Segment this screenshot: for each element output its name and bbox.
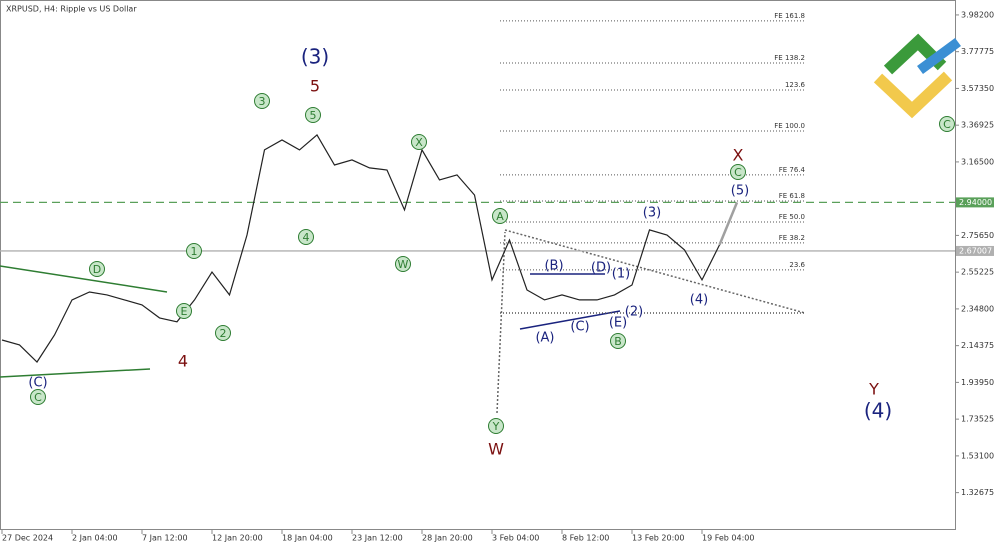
wave-label: X — [733, 146, 744, 165]
wave-label: C — [734, 166, 742, 179]
wave-label: (C) — [570, 320, 589, 335]
wave-label: X — [415, 136, 423, 149]
y-tick-label: 2.14375 — [961, 341, 994, 350]
wave-circle — [492, 208, 508, 224]
wave-label: (C) — [28, 376, 47, 391]
fib-label: FE 138.2 — [774, 54, 805, 62]
wave-label: E — [181, 305, 188, 318]
y-tick-label: 2.75650 — [961, 231, 994, 240]
fib-label: FE 100.0 — [774, 122, 805, 130]
price-tag — [956, 245, 994, 256]
x-tick-label: 12 Jan 20:00 — [212, 534, 263, 543]
wave-label: D — [93, 263, 101, 276]
wave-circle — [395, 256, 411, 272]
fib-label: FE 76.4 — [779, 166, 806, 174]
x-tick-label: 8 Feb 12:00 — [562, 534, 609, 543]
logo-part — [873, 71, 953, 119]
wave-label: W — [398, 258, 409, 271]
wave-circle — [305, 107, 321, 123]
wave-label: (3) — [643, 206, 661, 221]
chart-title: XRPUSD, H4: Ripple vs US Dollar — [6, 5, 137, 14]
wave-circle — [254, 93, 270, 109]
wave-label: 5 — [310, 109, 317, 122]
x-tick-label: 7 Jan 12:00 — [142, 534, 188, 543]
wave-label: (3) — [301, 45, 329, 69]
fib-label: 123.6 — [785, 81, 806, 89]
y-tick-label: 2.55225 — [961, 268, 994, 277]
y-tick-label: 3.16500 — [961, 157, 994, 166]
wave-circle — [939, 116, 955, 132]
y-tick-label: 2.34800 — [961, 304, 994, 313]
wave-label: 3 — [259, 95, 266, 108]
x-tick-label: 27 Dec 2024 — [2, 534, 53, 543]
price-tag-label: 2.94000 — [959, 198, 992, 207]
x-tick-label: 19 Feb 04:00 — [702, 534, 754, 543]
y-tick-label: 1.73525 — [961, 415, 994, 424]
x-tick-label: 13 Feb 20:00 — [632, 534, 684, 543]
x-tick-label: 2 Jan 04:00 — [72, 534, 118, 543]
wave-label: 4 — [178, 352, 188, 371]
wave-label: (D) — [591, 261, 611, 276]
wave-circle — [610, 333, 626, 349]
fib-label: FE 50.0 — [779, 213, 805, 221]
trend-line — [519, 310, 621, 330]
wave-label: A — [496, 210, 504, 223]
y-tick-label: 1.93950 — [961, 378, 994, 387]
trend-line — [0, 265, 168, 293]
y-tick-label: 3.77775 — [961, 47, 994, 56]
wave-circle — [215, 325, 231, 341]
wave-circle — [186, 243, 202, 259]
wave-circle — [30, 389, 46, 405]
wave-label: (1) — [612, 267, 630, 282]
wave-circle — [298, 229, 314, 245]
x-tick-label: 3 Feb 04:00 — [492, 534, 539, 543]
x-tick-label: 18 Jan 04:00 — [282, 534, 333, 543]
wave-label: (A) — [535, 331, 554, 346]
trend-line — [0, 368, 151, 378]
fib-label: 23.6 — [789, 261, 805, 269]
fib-label: FE 38.2 — [779, 234, 805, 242]
x-tick-label: 23 Jan 12:00 — [352, 534, 403, 543]
wave-circle — [730, 164, 746, 180]
wave-label: 5 — [310, 77, 320, 96]
wave-circle — [411, 134, 427, 150]
wave-label: 2 — [220, 327, 227, 340]
wave-label: (4) — [690, 293, 708, 308]
y-tick-label: 3.98200 — [961, 10, 994, 19]
wave-circle — [488, 418, 504, 434]
wave-label: (4) — [864, 399, 892, 423]
wave-label: 1 — [191, 245, 198, 258]
wave-label: Y — [492, 420, 500, 433]
logo-part — [917, 37, 961, 75]
wave-label: Y — [868, 380, 879, 399]
wave-label: C — [943, 118, 951, 131]
wave-circle — [176, 303, 192, 319]
price-tag — [956, 197, 994, 208]
wave-label: (E) — [609, 316, 627, 331]
price-tag-label: 2.67007 — [959, 246, 992, 255]
price-line — [1, 133, 721, 363]
plot-frame — [0, 0, 956, 530]
y-tick-label: 3.36925 — [961, 121, 994, 130]
x-tick-label: 28 Jan 20:00 — [422, 534, 473, 543]
y-tick-label: 3.57350 — [961, 84, 994, 93]
wave-label: 4 — [303, 231, 310, 244]
wave-label: (5) — [731, 184, 749, 199]
wave-circle — [89, 261, 105, 277]
y-tick-label: 1.53100 — [961, 451, 994, 460]
trend-lines — [0, 229, 806, 414]
y-tick-label: 1.32675 — [961, 488, 994, 497]
wave-label: (2) — [625, 305, 643, 320]
logo — [873, 33, 961, 119]
wave-label: B — [614, 335, 622, 348]
wave-label: (B) — [544, 259, 563, 274]
wave-label: C — [34, 391, 42, 404]
wave-label: W — [488, 440, 504, 459]
fib-label: FE 161.8 — [774, 12, 805, 20]
fib-label: FE 61.8 — [779, 192, 805, 200]
